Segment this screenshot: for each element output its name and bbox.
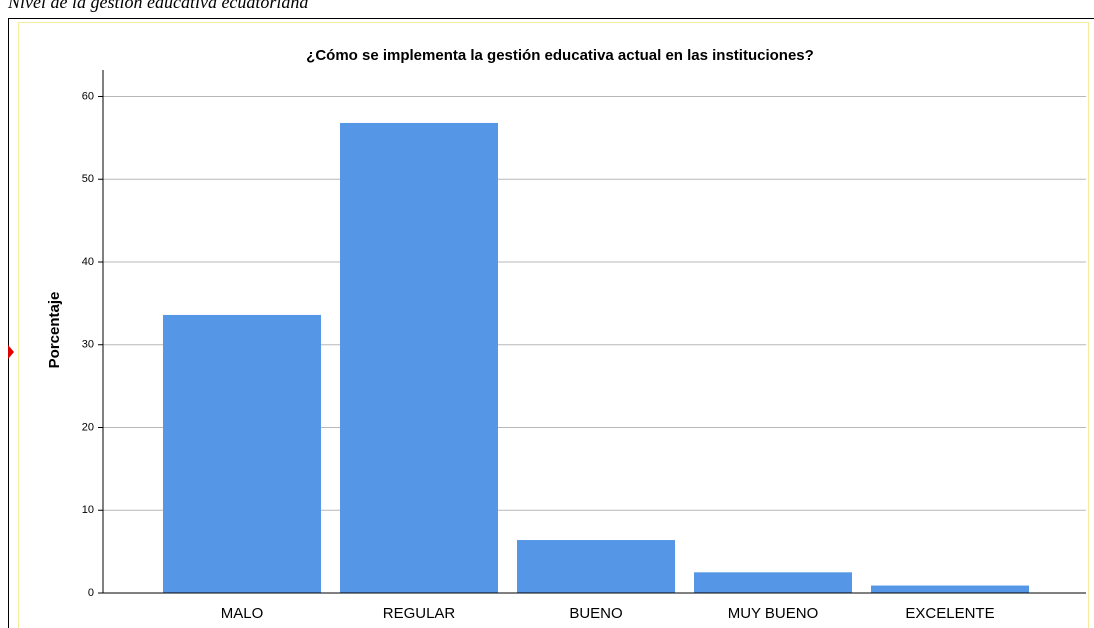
- y-tick-label: 20: [82, 421, 94, 433]
- x-tick-label: REGULAR: [383, 605, 456, 622]
- bar: [694, 572, 852, 593]
- y-tick-label: 40: [82, 256, 94, 268]
- x-tick-label: BUENO: [569, 605, 622, 622]
- x-tick-label: MALO: [221, 605, 264, 622]
- caption: Nivel de la gestión educativa ecuatorian…: [7, 0, 308, 12]
- y-tick-label: 10: [82, 504, 94, 516]
- bar: [340, 122, 498, 593]
- bar: [517, 540, 675, 593]
- bar: [871, 585, 1029, 593]
- y-axis-label: Porcentaje: [46, 292, 63, 369]
- x-tick-label: MUY BUENO: [728, 605, 819, 622]
- x-tick-label: EXCELENTE: [905, 605, 994, 622]
- chart-title: ¿Cómo se implementa la gestión educativa…: [306, 47, 814, 64]
- y-tick-label: 50: [82, 173, 94, 185]
- y-tick-label: 30: [82, 339, 94, 351]
- marker: [8, 345, 14, 359]
- inner-frame: [18, 22, 1089, 628]
- y-tick-label: 0: [88, 587, 94, 599]
- y-tick-label: 60: [82, 90, 94, 102]
- bar: [163, 314, 321, 593]
